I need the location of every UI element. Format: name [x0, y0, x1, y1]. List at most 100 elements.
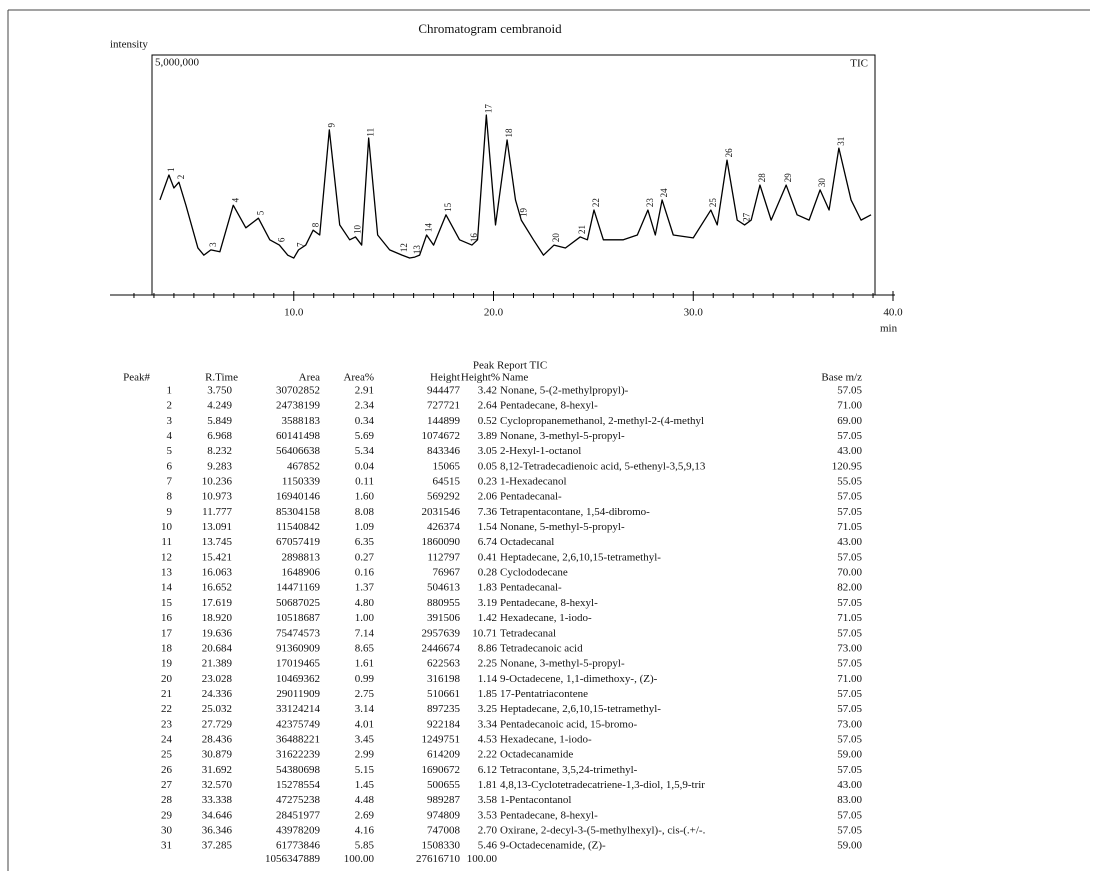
table-cell: 83.00	[837, 794, 862, 806]
table-cell: 2.06	[478, 491, 498, 503]
peak-label: 11	[366, 128, 376, 137]
peak-label: 24	[659, 188, 669, 198]
table-cell: 32.570	[202, 779, 233, 791]
table-cell: 2446674	[422, 642, 461, 654]
table-cell: 57.05	[837, 809, 862, 821]
table-cell: 1.60	[355, 491, 375, 503]
table-cell: 16.652	[202, 582, 232, 594]
table-cell: 30702852	[276, 385, 320, 397]
table-cell: 2.22	[478, 749, 497, 761]
table-cell: 2	[167, 400, 173, 412]
peak-label: 31	[836, 137, 846, 146]
table-cell: Heptadecane, 2,6,10,15-tetramethyl-	[500, 551, 661, 563]
table-cell: 3.42	[478, 385, 497, 397]
table-cell: 5.34	[355, 445, 375, 457]
table-cell: 1.45	[355, 779, 375, 791]
table-cell: 2898813	[282, 551, 321, 563]
table-cell: 614209	[427, 749, 461, 761]
peak-label: 22	[591, 198, 601, 207]
table-cell: Hexadecane, 1-iodo-	[500, 733, 592, 745]
table-cell: 33.338	[202, 794, 233, 806]
table-cell: 12	[161, 551, 172, 563]
table-cell: 112797	[427, 551, 460, 563]
table-cell: 1.54	[478, 521, 498, 533]
table-cell: 0.11	[355, 476, 374, 488]
peak-label: 28	[757, 173, 767, 183]
table-cell: 504613	[427, 582, 461, 594]
table-cell: 17-Pentatriacontene	[500, 688, 588, 700]
table-cell: 0.41	[478, 551, 497, 563]
peak-label: 21	[577, 225, 587, 234]
table-cell: 1	[167, 385, 173, 397]
table-cell: 60141498	[276, 430, 321, 442]
table-cell: 2.64	[478, 400, 498, 412]
table-cell: 120.95	[832, 460, 863, 472]
table-cell: 50687025	[276, 597, 321, 609]
table-cell: 7.36	[478, 506, 498, 518]
table-cell: 391506	[427, 612, 461, 624]
table-cell: 11	[161, 536, 172, 548]
table-cell: 34.646	[202, 809, 233, 821]
peak-label: 10	[353, 224, 363, 234]
table-cell: 17.619	[202, 597, 233, 609]
table-cell: 10	[161, 521, 173, 533]
table-cell: 144899	[427, 415, 461, 427]
table-cell: 20	[161, 673, 173, 685]
table-cell: 27	[161, 779, 173, 791]
table-cell: 16940146	[276, 491, 321, 503]
table-cell: 3.58	[478, 794, 498, 806]
table-cell: 0.05	[478, 460, 498, 472]
peak-label: 20	[551, 233, 561, 243]
table-title: Peak Report TIC	[473, 360, 547, 372]
table-cell: 7	[167, 476, 173, 488]
table-cell: 10.71	[472, 627, 497, 639]
y-tick-label: 5,000,000	[155, 57, 200, 69]
table-cell: 71.05	[837, 521, 862, 533]
table-cell: 1.81	[478, 779, 497, 791]
table-cell: 0.16	[355, 567, 375, 579]
table-cell: 57.05	[837, 824, 862, 836]
table-cell: 54380698	[276, 764, 321, 776]
table-cell: 57.05	[837, 658, 862, 670]
table-cell: 4.16	[355, 824, 375, 836]
table-cell: 2957639	[422, 627, 461, 639]
table-cell: 747008	[427, 824, 461, 836]
table-cell: 944477	[427, 385, 461, 397]
table-cell: 23	[161, 718, 173, 730]
table-cell: 3	[167, 415, 173, 427]
table-cell: 1074672	[422, 430, 461, 442]
table-cell: Nonane, 5-(2-methylpropyl)-	[500, 385, 629, 397]
table-cell: 57.05	[837, 430, 862, 442]
table-cell: 19	[161, 658, 173, 670]
table-cell: 0.99	[355, 673, 375, 685]
table-cell: 1-Hexadecanol	[500, 476, 567, 488]
table-cell: 9-Octadecene, 1,1-dimethoxy-, (Z)-	[500, 673, 658, 685]
table-cell: 9	[167, 506, 173, 518]
x-axis-label: min	[880, 323, 898, 335]
table-cell: 8.86	[478, 642, 498, 654]
table-cell: Cyclopropanemethanol, 2-methyl-2-(4-meth…	[500, 415, 704, 427]
table-cell: 10.973	[202, 491, 233, 503]
table-cell: 31	[161, 840, 172, 852]
table-cell: 31622239	[276, 749, 321, 761]
table-cell: 2.99	[355, 749, 375, 761]
table-cell: 6	[167, 460, 173, 472]
peak-label: 26	[724, 148, 734, 158]
peak-label: 12	[399, 243, 409, 252]
table-cell: 9-Octadecenamide, (Z)-	[500, 840, 606, 852]
table-cell: 880955	[427, 597, 461, 609]
table-cell: 6.12	[478, 764, 497, 776]
table-cell: 31.692	[202, 764, 232, 776]
chart-title: Chromatogram cembranoid	[418, 21, 562, 36]
table-cell: 622563	[427, 658, 461, 670]
table-cell: 3.89	[478, 430, 498, 442]
table-cell: 8.232	[207, 445, 232, 457]
peak-label: 3	[208, 242, 218, 247]
table-cell: 75474573	[276, 627, 321, 639]
table-cell: Pentadecane, 8-hexyl-	[500, 597, 598, 609]
table-cell: 67057419	[276, 536, 321, 548]
peak-label: 9	[326, 123, 336, 128]
table-cell: 1508330	[422, 840, 461, 852]
table-cell: 3.14	[355, 703, 375, 715]
